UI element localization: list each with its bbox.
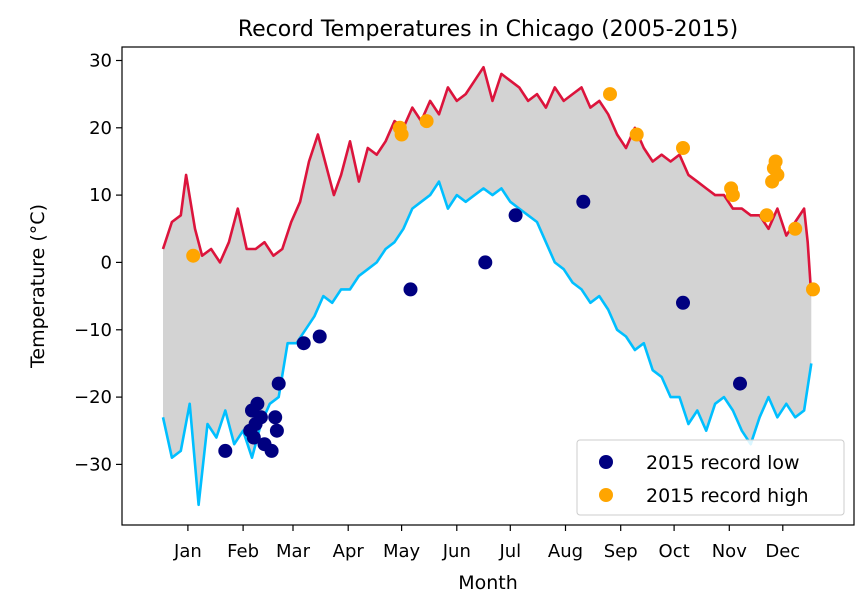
legend-marker-high	[599, 488, 613, 502]
x-tick-label: Jul	[498, 541, 521, 562]
record-high-point	[725, 188, 740, 203]
legend: 2015 record low 2015 record high	[576, 439, 845, 516]
x-tick-label: Feb	[227, 541, 259, 562]
legend-label-low: 2015 record low	[646, 452, 800, 474]
x-tick-label: Sep	[604, 541, 638, 562]
y-tick-label: 30	[89, 51, 112, 72]
record-high-point	[768, 154, 783, 169]
x-tick-label: Jun	[442, 541, 471, 562]
record-high-point	[629, 127, 644, 142]
chart-title: Record Temperatures in Chicago (2005-201…	[238, 17, 738, 42]
y-axis-ticks: 30 20 10 0 −10 −20 −30	[74, 51, 122, 475]
record-high-point	[394, 127, 409, 142]
y-tick-label: −20	[74, 387, 112, 408]
record-high-point	[603, 87, 617, 102]
x-tick-label: Jan	[173, 541, 202, 562]
record-low-point	[576, 194, 591, 209]
record-high-point	[806, 282, 820, 297]
record-high-point	[770, 167, 785, 182]
record-high-point	[186, 248, 201, 263]
record-high-point	[419, 114, 434, 129]
record-band	[163, 67, 812, 505]
legend-marker-low	[599, 455, 613, 469]
x-axis-label: Month	[458, 572, 518, 594]
record-high-point	[759, 208, 774, 223]
x-tick-label: May	[383, 541, 421, 562]
record-low-point	[250, 396, 265, 411]
x-tick-label: Dec	[765, 541, 800, 562]
record-low-line	[161, 180, 813, 507]
x-tick-label: Apr	[333, 541, 365, 562]
record-low-point	[296, 336, 311, 351]
x-tick-label: Mar	[276, 541, 311, 562]
record-low-point	[733, 376, 747, 391]
record-high-point	[676, 141, 690, 155]
record-low-point	[218, 443, 233, 458]
record-low-point	[271, 376, 286, 391]
y-tick-label: −10	[74, 320, 112, 341]
y-tick-label: 10	[89, 185, 112, 206]
y-tick-label: 0	[101, 252, 112, 273]
x-tick-label: Aug	[548, 541, 583, 562]
record-high-line	[161, 65, 813, 297]
plot-frame	[121, 46, 855, 526]
x-axis-ticks: Jan Feb Mar Apr May Jun Jul Aug Sep Oct Nov Dec	[173, 525, 800, 562]
record-high-point	[788, 221, 803, 236]
record-low-point	[269, 423, 284, 438]
record-low-point	[508, 208, 523, 223]
record-2015-points	[186, 87, 820, 458]
y-axis-label: Temperature (°C)	[27, 204, 49, 369]
record-lines	[161, 65, 813, 507]
record-low-point	[264, 443, 279, 458]
record-low-point	[246, 430, 261, 445]
record-low-point	[676, 295, 690, 310]
x-tick-label: Nov	[712, 541, 747, 562]
record-range-fill	[163, 67, 812, 505]
record-low-point	[403, 282, 418, 297]
record-low-point	[478, 255, 493, 270]
legend-label-high: 2015 record high	[646, 485, 809, 507]
legend-box	[576, 439, 845, 516]
y-tick-label: −30	[74, 454, 112, 475]
record-low-point	[253, 410, 268, 425]
record-low-point	[312, 329, 327, 344]
record-low-point	[268, 410, 283, 425]
y-tick-label: 20	[89, 118, 112, 139]
x-tick-label: Oct	[659, 541, 690, 562]
